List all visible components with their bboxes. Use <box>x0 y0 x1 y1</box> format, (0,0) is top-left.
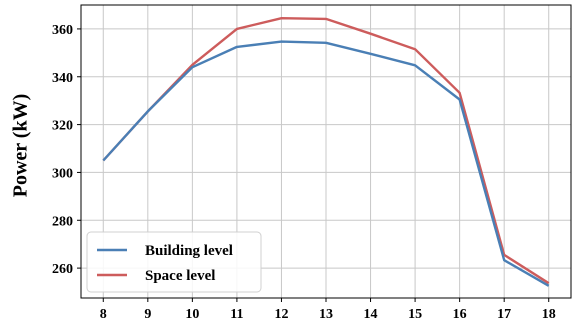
y-tick-label: 280 <box>52 214 73 229</box>
x-tick-label: 18 <box>542 307 556 322</box>
y-axis-title: Power (kW) <box>10 94 32 198</box>
x-tick-label: 12 <box>274 307 288 322</box>
x-tick-label: 14 <box>364 307 378 322</box>
legend-box <box>86 231 262 293</box>
x-tick-label: 10 <box>185 307 199 322</box>
x-tick-label: 9 <box>144 307 151 322</box>
x-tick-label: 8 <box>100 307 107 322</box>
x-tick-label: 11 <box>230 307 243 322</box>
series-layer <box>102 17 550 287</box>
legend-label: Space level <box>145 268 215 284</box>
x-tick-label: 15 <box>408 307 422 322</box>
series-line <box>102 40 550 287</box>
x-axis: 8 9 10 11 12 13 14 15 16 17 18 <box>100 298 556 322</box>
y-tick-label: 360 <box>52 23 73 38</box>
y-tick-label: 340 <box>52 71 73 86</box>
y-tick-label: 320 <box>52 119 73 134</box>
y-axis: 260 280 300 320 340 360 <box>52 23 81 277</box>
x-tick-label: 16 <box>453 307 467 322</box>
x-tick-label: 17 <box>497 307 511 322</box>
x-tick-label: 13 <box>319 307 333 322</box>
legend: Building level Space level <box>86 231 262 293</box>
y-tick-label: 260 <box>52 262 73 277</box>
y-tick-label: 300 <box>52 166 73 181</box>
legend-label: Building level <box>145 243 233 259</box>
